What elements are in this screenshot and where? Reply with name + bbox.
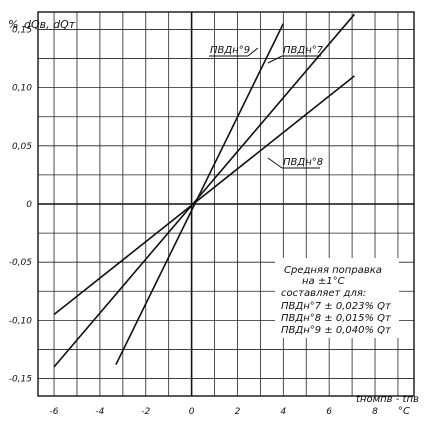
- y-tick-label: -0,15: [9, 375, 33, 385]
- x-tick-label: -6: [50, 407, 59, 417]
- y-tick-label: 0: [26, 200, 32, 210]
- y-tick-label: 0,15: [12, 25, 32, 35]
- x-axis-label: tномпв - tпв: [356, 394, 419, 405]
- series-label-leader: [267, 157, 283, 169]
- annotation-line-5: ПВДн°8 ± 0,015% Qт: [281, 313, 392, 324]
- series-lines: [53, 13, 355, 368]
- series-line-pvd8: [53, 75, 355, 316]
- y-tick-label: 0,05: [12, 142, 32, 152]
- annotation-line-6: ПВДн°9 ± 0,040% Qт: [281, 325, 392, 336]
- y-tick-label: -0,05: [9, 258, 33, 268]
- axes: [38, 12, 414, 396]
- x-tick-label: 8: [372, 407, 378, 417]
- x-tick-label: 2: [235, 407, 241, 417]
- x-tick-label: 6: [326, 407, 332, 417]
- x-unit-label: °C: [398, 406, 410, 417]
- y-tick-label: -0,10: [9, 316, 33, 326]
- series-label: ПВДн°8: [283, 157, 323, 168]
- x-tick-label: -4: [95, 407, 104, 417]
- annotation-box: Средняя поправка на ±1°C составляет для:…: [275, 258, 399, 338]
- series-label: ПВДн°9: [210, 45, 250, 56]
- x-tick-label: 0: [189, 407, 195, 417]
- x-tick-label: 4: [280, 407, 286, 417]
- y-unit-label: %: [8, 18, 18, 31]
- series-label-leader: [247, 47, 259, 57]
- series-line-pvd9: [115, 23, 285, 365]
- series-label-leader: [267, 55, 283, 64]
- x-tick-label: -2: [141, 407, 150, 417]
- y-tick-label: 0,10: [12, 84, 32, 94]
- tick-labels: -6 -4 -2 0 2 4 6 8 0,15 0,10 0,05 0 -0,05 -0,10 -0,15: [9, 25, 378, 417]
- series-label: ПВДн°7: [283, 45, 324, 56]
- annotation-line-1: Средняя поправка: [284, 265, 382, 276]
- annotation-line-2: на ±1°C: [302, 276, 345, 287]
- series-labels: ПВДн°9 ПВДн°7 ПВДн°8: [209, 45, 324, 169]
- annotation-line-3: составляет для:: [281, 288, 366, 299]
- annotation-line-4: ПВДн°7 ± 0,023% Qт: [281, 301, 392, 312]
- y-axis-label: dQв, dQт: [24, 18, 76, 31]
- series-line-pvd7: [53, 13, 355, 368]
